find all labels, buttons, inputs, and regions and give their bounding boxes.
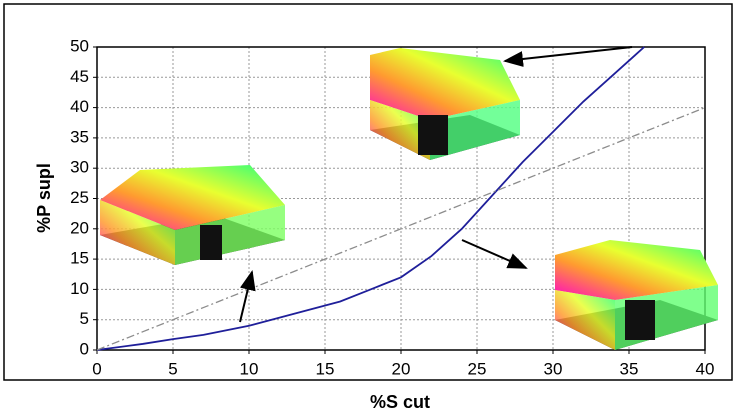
- y-tick-label: 0: [80, 339, 89, 358]
- y-tick-label: 20: [70, 218, 89, 237]
- x-tick-label: 10: [240, 359, 259, 378]
- y-tick-label: 30: [70, 158, 89, 177]
- y-axis-label: %P supl: [34, 163, 54, 233]
- x-tick-label: 20: [392, 359, 411, 378]
- x-tick-label: 40: [696, 359, 715, 378]
- chart: 0 5 10 15 20 25 30 35 40 45 50 0 5 10 15 20 25 30 35 40 %S …: [0, 0, 736, 417]
- y-tick-label: 25: [70, 188, 89, 207]
- y-tick-label: 35: [70, 127, 89, 146]
- y-tick-label: 40: [70, 97, 89, 116]
- x-tick-label: 0: [92, 359, 101, 378]
- y-tick-label: 15: [70, 249, 89, 268]
- x-tick-label: 25: [468, 359, 487, 378]
- x-tick-label: 5: [168, 359, 177, 378]
- x-tick-label: 30: [544, 359, 563, 378]
- x-axis-label: %S cut: [370, 392, 430, 412]
- x-tick-label: 15: [316, 359, 335, 378]
- x-tick-label: 35: [620, 359, 639, 378]
- y-tick-label: 5: [80, 309, 89, 328]
- y-tick-label: 50: [70, 36, 89, 55]
- y-tick-label: 10: [70, 279, 89, 298]
- y-tick-label: 45: [70, 67, 89, 86]
